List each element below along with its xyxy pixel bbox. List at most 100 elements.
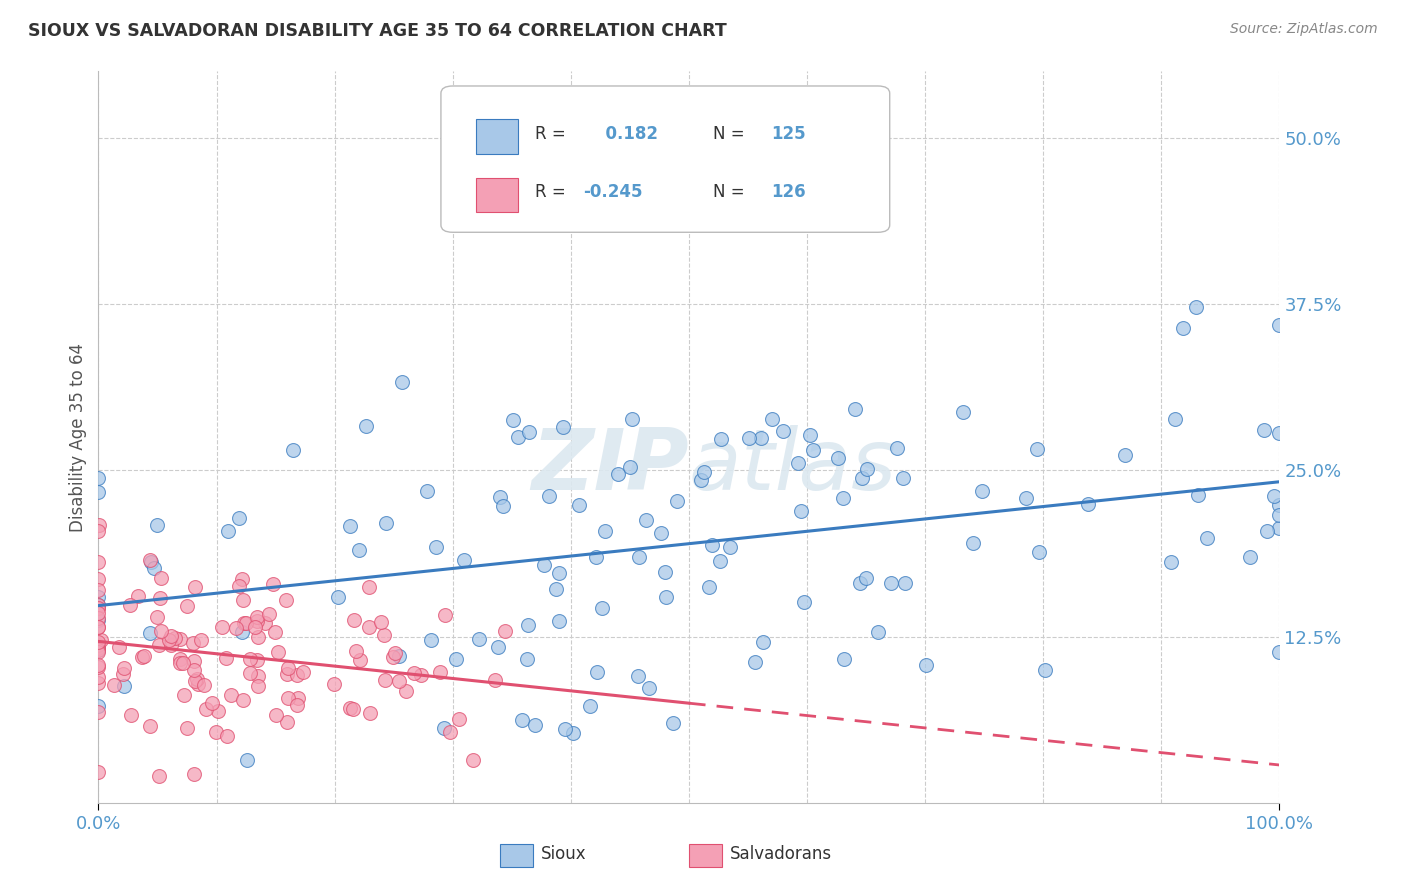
Point (274, 592, 297, 607)
Point (494, 624, 516, 638)
Point (114, 680, 136, 694)
Point (952, 405, 974, 419)
Point (697, 580, 720, 594)
Point (149, 591, 172, 606)
Point (236, 753, 259, 767)
Point (419, 632, 441, 647)
Point (516, 652, 538, 666)
Point (489, 491, 512, 505)
Text: R =: R = (536, 125, 567, 143)
Point (232, 593, 254, 607)
Point (373, 627, 395, 641)
Point (370, 615, 392, 630)
Point (87, 524, 110, 538)
Text: N =: N = (713, 183, 744, 201)
Point (87, 611, 110, 625)
Point (832, 491, 855, 506)
Point (90, 632, 112, 647)
Point (468, 632, 491, 646)
Point (665, 493, 688, 508)
Point (627, 550, 650, 565)
Point (87, 635, 110, 649)
Point (149, 571, 172, 585)
Point (374, 673, 396, 688)
Point (654, 566, 676, 580)
Point (382, 650, 405, 665)
Point (638, 681, 661, 696)
Text: SIOUX VS SALVADORAN DISABILITY AGE 35 TO 64 CORRELATION CHART: SIOUX VS SALVADORAN DISABILITY AGE 35 TO… (28, 22, 727, 40)
Point (264, 707, 287, 722)
Point (579, 698, 602, 713)
Point (502, 412, 524, 426)
Point (108, 640, 131, 654)
Point (554, 723, 576, 737)
Point (207, 704, 229, 718)
Point (751, 635, 773, 649)
Point (87, 643, 110, 657)
Point (627, 668, 650, 682)
Point (354, 418, 377, 433)
Point (169, 632, 191, 646)
Point (1268, 498, 1291, 512)
Point (121, 708, 143, 723)
Text: atlas: atlas (689, 425, 897, 508)
Point (183, 767, 205, 781)
Point (169, 652, 191, 666)
Point (1268, 508, 1291, 522)
Point (292, 665, 315, 679)
Point (287, 691, 309, 706)
Text: -0.245: -0.245 (582, 183, 643, 201)
Point (886, 441, 908, 455)
Point (1015, 491, 1038, 505)
Point (87, 670, 110, 684)
Point (344, 644, 367, 658)
Point (87, 471, 110, 485)
Point (176, 599, 198, 613)
Point (444, 652, 467, 666)
Point (127, 590, 149, 604)
Point (972, 484, 994, 499)
Point (285, 668, 308, 682)
Point (349, 653, 371, 667)
Point (276, 666, 298, 681)
Point (374, 516, 396, 531)
Point (761, 412, 783, 426)
Point (1268, 425, 1291, 440)
Point (914, 657, 936, 672)
Point (195, 702, 218, 716)
Point (111, 667, 134, 681)
Point (87, 485, 110, 500)
Point (357, 620, 380, 634)
Point (799, 428, 821, 442)
Point (834, 651, 856, 665)
Point (239, 665, 262, 680)
Point (157, 632, 180, 647)
Point (246, 609, 269, 624)
Point (146, 609, 169, 624)
Point (439, 724, 461, 739)
Point (118, 599, 141, 613)
Point (87, 606, 110, 620)
Point (277, 691, 299, 706)
Point (827, 450, 849, 465)
Point (215, 730, 238, 744)
FancyBboxPatch shape (501, 844, 533, 867)
Point (87, 591, 110, 605)
Point (87, 705, 110, 719)
Point (87, 657, 110, 672)
Point (391, 375, 413, 389)
Point (181, 636, 204, 650)
Point (87, 613, 110, 627)
Text: Source: ZipAtlas.com: Source: ZipAtlas.com (1230, 22, 1378, 37)
Point (425, 540, 447, 554)
Point (87, 660, 110, 674)
Point (409, 668, 432, 682)
Point (1268, 645, 1291, 659)
Point (231, 572, 253, 586)
Point (891, 471, 914, 485)
Point (283, 442, 305, 457)
Point (339, 701, 361, 715)
Point (172, 656, 194, 670)
Point (342, 701, 364, 715)
Text: R =: R = (536, 183, 567, 201)
